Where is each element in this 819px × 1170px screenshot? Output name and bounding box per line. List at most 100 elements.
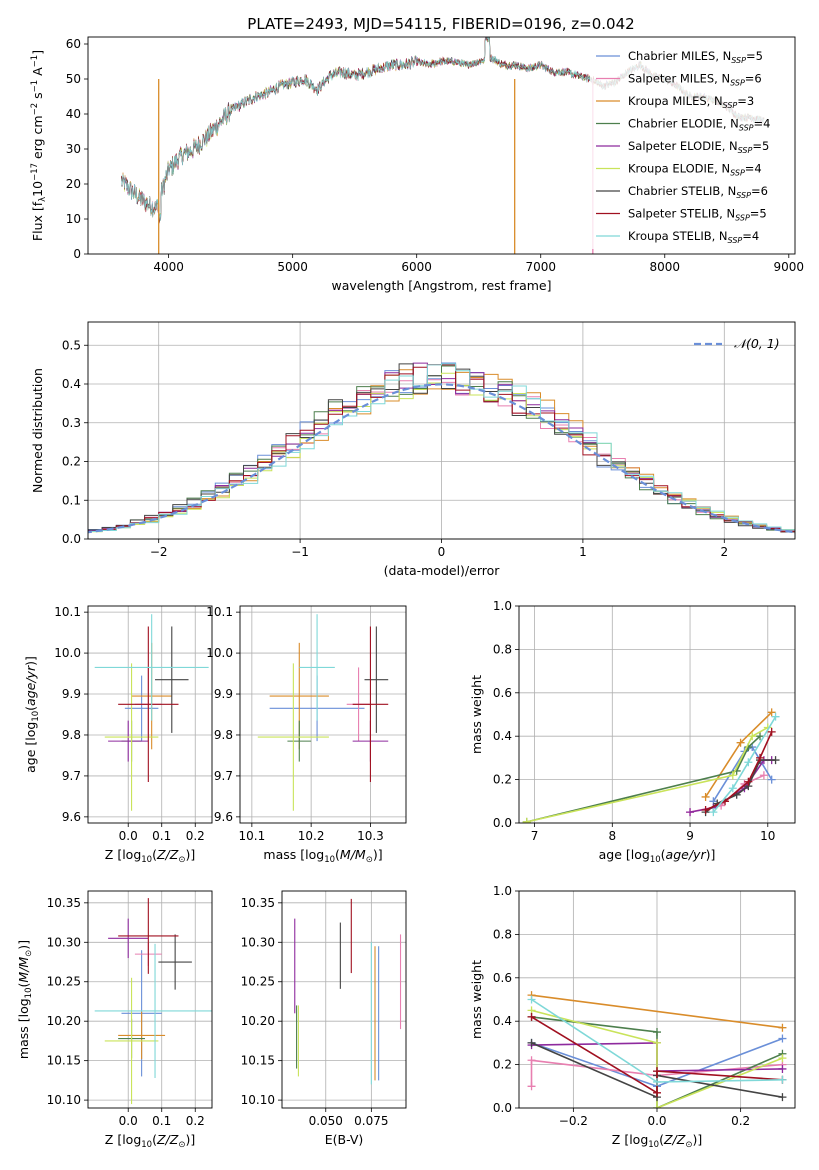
y-axis-label-part: age/yr (23, 665, 38, 706)
y-tick-label: 10.25 (47, 975, 81, 989)
y-axis-label-part: 10 (31, 711, 41, 722)
weight-series-kroupa-stelib (527, 995, 787, 1086)
y-axis-label-part: s (30, 92, 45, 103)
errorbar-salpeter-stelib (118, 626, 179, 783)
x-axis-label-part: ( (152, 1132, 157, 1147)
legend-count: =5 (752, 139, 769, 153)
y-axis-label-part: −17 (30, 163, 40, 181)
x-axis-label-part: 10 (650, 855, 661, 865)
legend-entry: Kroupa STELIB, NSSP=4 (628, 229, 759, 245)
legend-name: Salpeter MILES, N (628, 72, 730, 86)
x-tick-label: 0.0 (119, 829, 138, 843)
weight-marker (778, 1075, 787, 1084)
y-axis-label-part: ⊙ (24, 950, 34, 957)
weight-marker (778, 1023, 787, 1032)
legend-entry: Chabrier ELODIE, NSSP=4 (628, 117, 770, 133)
errorbar-chabrier-stelib (158, 934, 192, 990)
y-axis-label-part: mass weight (469, 675, 484, 754)
y-axis-label: age [log10(age/yr)] (23, 656, 41, 773)
legend-entry: Chabrier STELIB, NSSP=6 (628, 184, 768, 200)
y-tick-label: 10.35 (241, 896, 275, 910)
y-axis-label-part: Normed distribution (30, 368, 45, 493)
y-tick-label: 10.1 (54, 605, 81, 619)
weight-line (531, 994, 783, 1029)
weight-series-chabrier-miles (709, 743, 776, 806)
y-tick-label: 0.0 (62, 532, 81, 546)
y-axis-label: mass weight (469, 675, 484, 754)
weight-marker (756, 753, 765, 762)
x-tick-label: 2 (720, 545, 728, 559)
y-axis-label-part: −1 (30, 55, 40, 68)
weight-marker (744, 777, 753, 786)
x-axis-label-part: M/M (340, 847, 366, 862)
x-tick-label: 0.0 (647, 1114, 666, 1128)
y-tick-label: 40 (66, 107, 81, 121)
y-tick-label: 10.30 (47, 935, 81, 949)
x-axis-label: mass [log10(M/M⊙)] (263, 847, 382, 865)
y-axis-label-part: Flux [f (30, 201, 45, 241)
x-tick-label: −2 (150, 545, 168, 559)
legend-box (590, 43, 790, 249)
panel-mass_vs_Z: 0.0 0.1 0.2 10.10 10.15 10.20 10.25 10.30 10.35 Z… (16, 890, 213, 1150)
x-tick-label: 10.3 (357, 829, 384, 843)
weight-series-kroupa-miles (701, 708, 776, 801)
errorbar-kroupa-stelib (94, 943, 212, 1079)
x-tick-label: 8 (608, 829, 616, 843)
weight-marker (653, 1028, 661, 1037)
axes-frame (518, 890, 796, 1109)
y-axis-label-part: age [log (23, 722, 38, 773)
y-tick-label: 9.9 (214, 687, 233, 701)
y-tick-label: 10.0 (206, 646, 233, 660)
legend-count: =5 (750, 207, 767, 221)
x-tick-label: 4000 (153, 260, 184, 274)
weight-marker (767, 775, 776, 784)
x-tick-label: 1 (579, 545, 587, 559)
x-axis-label-part: ⊙ (178, 1140, 185, 1150)
x-axis-label-part: 10 (141, 855, 152, 865)
x-axis-label-part: ( (659, 1132, 664, 1147)
y-axis-label-part: −2 (30, 103, 40, 116)
y-tick-label: 0 (73, 247, 81, 261)
errorbar-kroupa-stelib (94, 614, 209, 721)
plot-area (88, 362, 795, 534)
x-tick-label: −1 (291, 545, 309, 559)
errorbar-chabrier-stelib (364, 626, 389, 733)
y-axis-label-part: mass weight (469, 960, 484, 1039)
weight-marker (709, 808, 718, 817)
grid (88, 606, 212, 823)
axes-frame (87, 321, 796, 540)
y-axis-label: mass [log10(M/M⊙)] (16, 940, 34, 1059)
x-axis-label-part: ⊙ (178, 855, 185, 865)
weight-series-salpeter-stelib (701, 727, 776, 814)
x-axis-label-part: mass [log (263, 847, 324, 862)
y-axis-label-part: M/M (16, 957, 31, 983)
y-tick-label: 1.0 (493, 884, 512, 898)
legend-sub: SSP (735, 214, 750, 223)
y-axis-label-part: 10 (24, 987, 34, 998)
weight-marker (767, 708, 776, 717)
legend-entry: Salpeter STELIB, NSSP=5 (628, 207, 767, 223)
weight-marker (701, 805, 710, 814)
y-tick-label: 0.0 (493, 816, 512, 830)
x-tick-label: 0.050 (309, 1114, 343, 1128)
y-tick-label: 9.6 (214, 810, 233, 824)
axes-frame (281, 890, 407, 1109)
x-axis-label-part: age/yr (666, 847, 707, 862)
legend-count: =6 (745, 72, 762, 86)
normal-reference-curve (88, 383, 795, 534)
legend-entry: Salpeter ELODIE, NSSP=5 (628, 139, 769, 155)
weight-marker (728, 771, 737, 780)
x-axis-label-part: E(B-V) (325, 1132, 364, 1147)
y-tick-label: 10.20 (47, 1014, 81, 1028)
legend: 𝒩(0, 1) (694, 336, 780, 351)
y-tick-label: 10.25 (241, 975, 275, 989)
y-tick-label: 1.0 (493, 599, 512, 613)
weight-marker (527, 1038, 536, 1047)
y-tick-label: 10.20 (241, 1014, 275, 1028)
x-axis-label-part: )] (373, 847, 383, 862)
legend-entry: Kroupa MILES, NSSP=3 (628, 94, 754, 110)
grid (240, 606, 406, 823)
x-axis-label: (data-model)/error (384, 563, 501, 578)
weight-marker (771, 756, 780, 765)
